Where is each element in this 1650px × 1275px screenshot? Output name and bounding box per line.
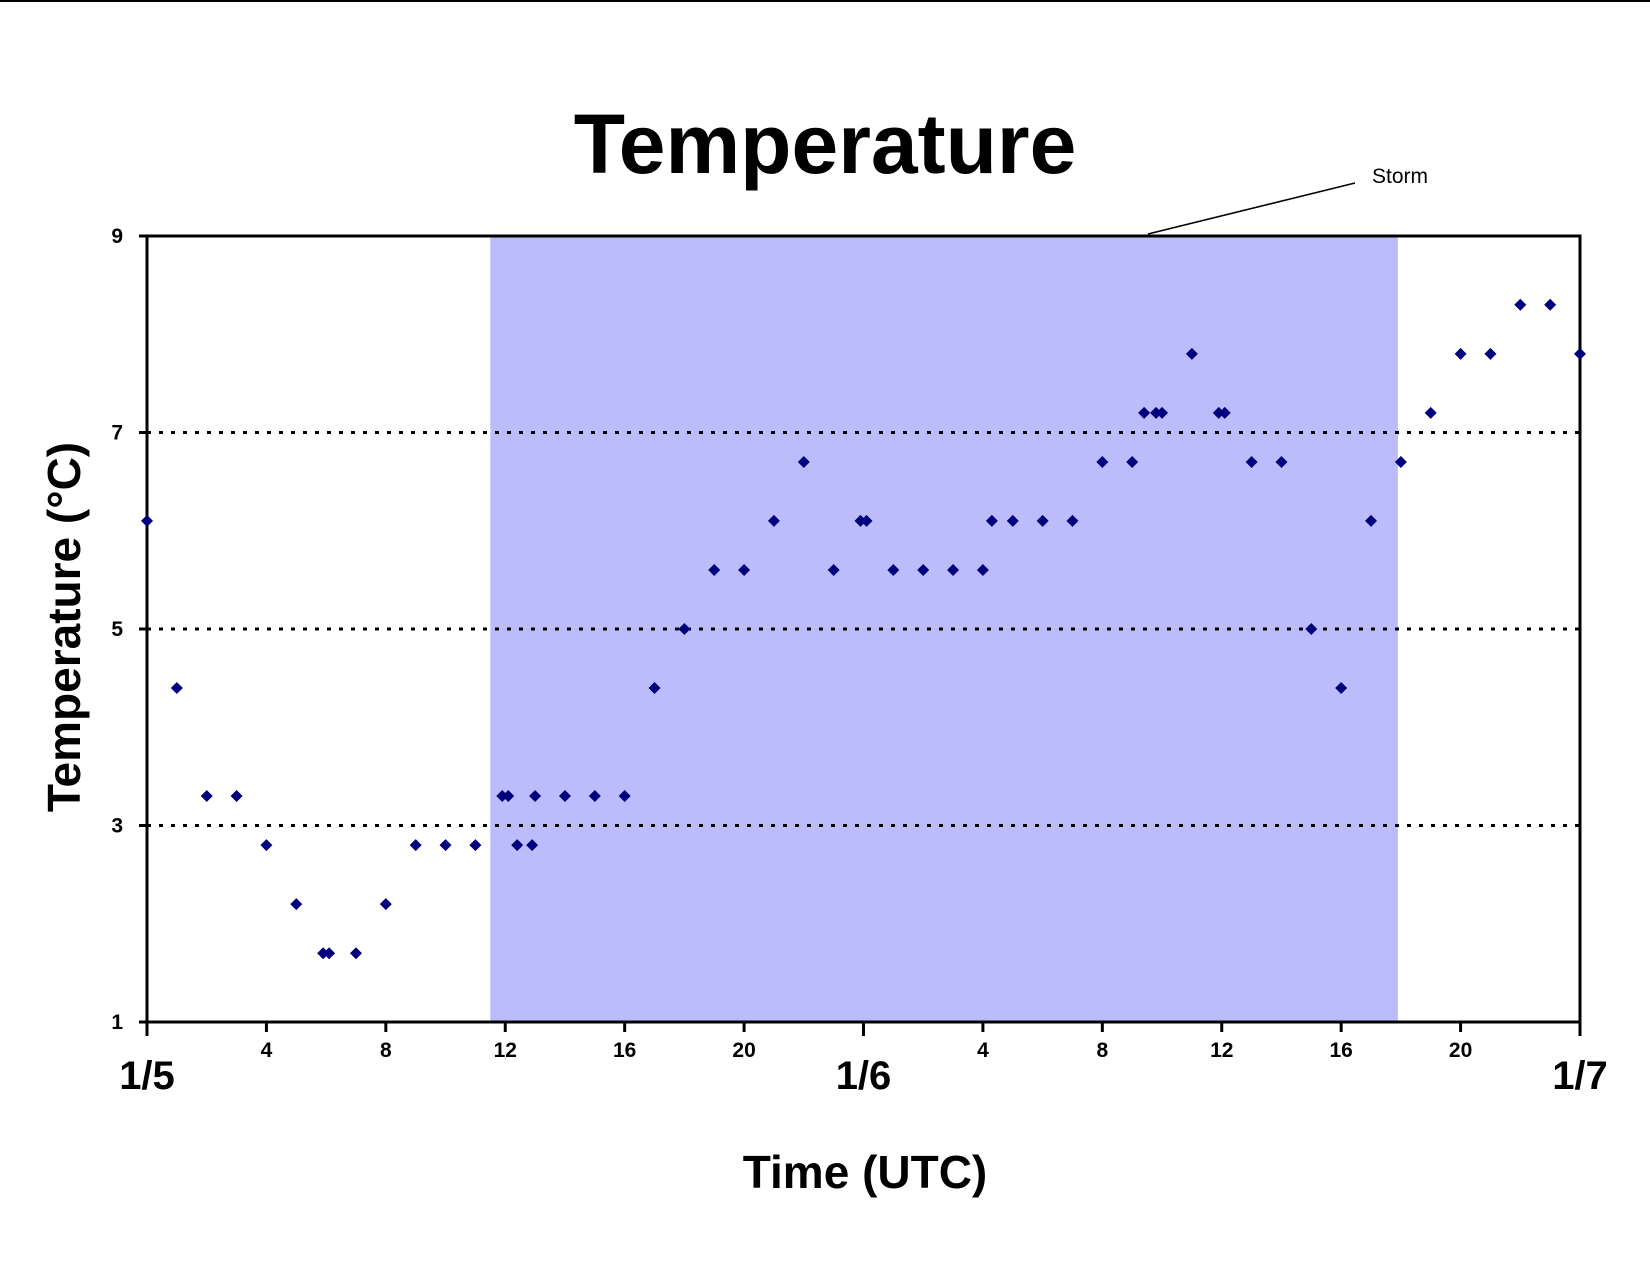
- data-point: [1218, 406, 1231, 419]
- data-point: [947, 564, 960, 577]
- x-tick-label: 8: [1096, 1039, 1108, 1062]
- data-point: [1574, 347, 1586, 360]
- storm-annotation-leader: [1147, 182, 1356, 235]
- data-point: [230, 790, 243, 803]
- annotation-layer: Storm: [1147, 165, 1428, 235]
- data-point: [170, 681, 183, 694]
- data-point: [1305, 623, 1318, 635]
- data-point: [887, 564, 900, 577]
- x-tick-label: 4: [261, 1039, 273, 1062]
- data-point: [1275, 455, 1288, 468]
- data-point: [1006, 514, 1019, 527]
- data-point: [648, 681, 661, 694]
- data-point: [141, 514, 153, 527]
- data-point: [1245, 455, 1258, 468]
- x-day-label: 1/6: [836, 1054, 892, 1098]
- data-point: [526, 839, 539, 852]
- x-tick-label: 20: [732, 1039, 755, 1062]
- x-tick-label: 12: [494, 1039, 517, 1062]
- y-tick-label: 7: [111, 422, 123, 445]
- data-point: [1424, 406, 1437, 419]
- data-point: [511, 839, 524, 852]
- storm-annotation-label: Storm: [1372, 165, 1428, 188]
- x-tick-label: 8: [380, 1039, 392, 1062]
- data-point: [1544, 298, 1557, 311]
- data-point: [976, 564, 989, 577]
- data-point: [260, 839, 273, 852]
- data-point: [797, 455, 810, 468]
- y-tick-label: 1: [111, 1011, 123, 1034]
- data-point: [558, 790, 571, 803]
- data-point: [1365, 514, 1378, 527]
- x-day-label: 1/5: [119, 1054, 175, 1098]
- data-point: [1335, 681, 1348, 694]
- data-point: [1126, 455, 1139, 468]
- data-point: [529, 790, 542, 803]
- data-point: [1156, 406, 1169, 419]
- data-point: [1185, 347, 1198, 360]
- data-point: [409, 839, 422, 852]
- data-point: [1096, 455, 1109, 468]
- data-point: [738, 564, 751, 577]
- data-point: [290, 898, 303, 911]
- data-point: [827, 564, 840, 577]
- x-tick-label: 16: [613, 1039, 636, 1062]
- data-point: [1454, 347, 1467, 360]
- data-point: [1066, 514, 1079, 527]
- data-point: [379, 898, 392, 911]
- storm-shaded-region: [490, 236, 1398, 1022]
- data-point: [1514, 298, 1527, 311]
- data-point: [985, 514, 998, 527]
- data-point-layer: [141, 298, 1586, 960]
- data-point: [860, 514, 873, 527]
- tick-layer: 1 3 5 7 9 4 8 12 16 20 4 8 12 16 20 1/5 1/6 1/7: [111, 225, 1607, 1098]
- storm-region-layer: [490, 236, 1398, 1022]
- y-axis-title: Temperature (°C): [38, 442, 90, 812]
- data-point: [439, 839, 452, 852]
- data-point: [1036, 514, 1049, 527]
- data-point: [618, 790, 631, 803]
- x-axis-title: Time (UTC): [743, 1146, 988, 1198]
- y-tick-label: 3: [111, 815, 123, 838]
- x-tick-label: 4: [977, 1039, 989, 1062]
- data-point: [323, 947, 336, 960]
- data-point: [1138, 406, 1151, 419]
- data-point: [1484, 347, 1497, 360]
- data-point: [708, 564, 721, 577]
- data-point: [917, 564, 930, 577]
- chart-title: Temperature: [574, 97, 1077, 191]
- data-point: [678, 623, 691, 635]
- x-tick-label: 20: [1449, 1039, 1472, 1062]
- data-point: [200, 790, 213, 803]
- data-point: [469, 839, 482, 852]
- data-point: [502, 790, 515, 803]
- y-tick-label: 5: [111, 618, 123, 641]
- y-tick-label: 9: [111, 225, 123, 248]
- x-day-label: 1/7: [1552, 1054, 1608, 1098]
- x-tick-label: 16: [1329, 1039, 1352, 1062]
- data-point: [588, 790, 601, 803]
- data-point: [767, 514, 780, 527]
- data-point: [349, 947, 362, 960]
- data-point: [1394, 455, 1407, 468]
- x-tick-label: 12: [1210, 1039, 1233, 1062]
